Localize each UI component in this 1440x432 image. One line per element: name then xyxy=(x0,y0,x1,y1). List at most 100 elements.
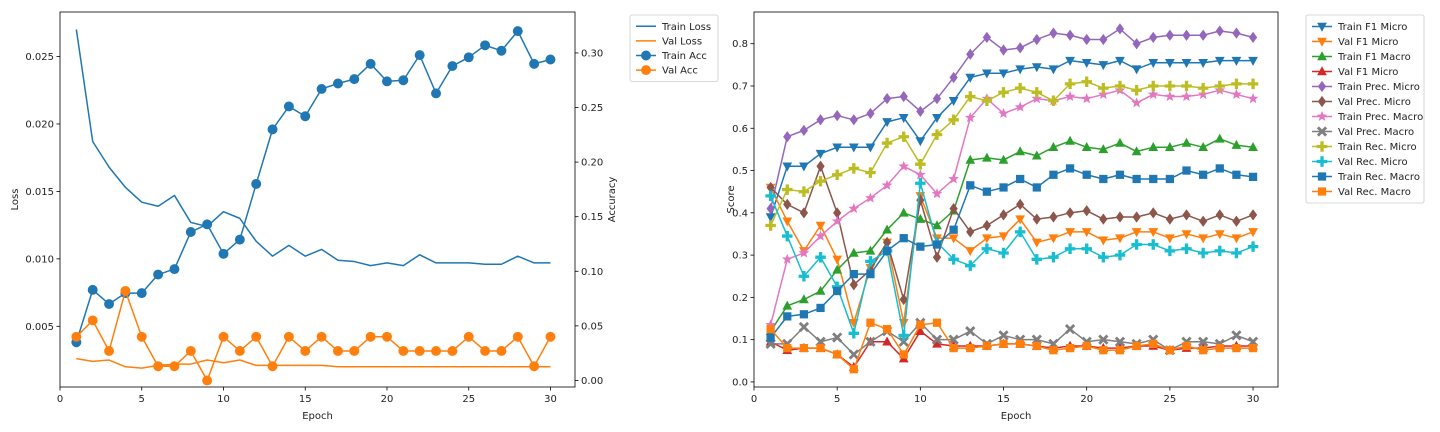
chart-2-point-train-prec-micro xyxy=(1115,23,1125,35)
chart-2-point-train-f1-macro xyxy=(1031,150,1042,160)
chart-2-point-val-f1-micro xyxy=(1214,230,1225,240)
chart-2-point-train-f1-micro xyxy=(1148,58,1159,68)
chart-2-point-train-f1-macro xyxy=(915,213,926,223)
chart-2-point-train-f1-micro xyxy=(1181,58,1192,68)
chart-2-legend-marker-train-rec-macro xyxy=(1317,172,1327,181)
chart-1-point-val-acc xyxy=(104,346,115,356)
chart-2-point-train-rec-micro xyxy=(1064,78,1076,90)
chart-2: 0 5 10 15 20 25 300.00.10.20.30.40.50.60.70.8 … xyxy=(726,11,1425,422)
chart-1-point-train-acc xyxy=(300,111,311,122)
chart-2-point-train-prec-macro xyxy=(781,253,793,264)
chart-1-point-train-acc xyxy=(382,76,392,87)
chart-1-point-train-acc xyxy=(218,248,229,259)
chart-2-point-train-rec-micro xyxy=(1098,82,1109,94)
chart-1-point-train-acc xyxy=(349,74,360,85)
chart-1-point-val-acc xyxy=(169,361,180,372)
chart-2-legend: Train F1 Micro Val F1 Micro Train F1 Macro… xyxy=(1305,14,1425,204)
chart-1-point-train-acc xyxy=(169,264,180,275)
chart-2-point-val-prec-micro xyxy=(1115,211,1125,223)
chart-2-point-val-rec-macro xyxy=(866,318,875,327)
chart-2-point-val-prec-micro xyxy=(1099,213,1108,225)
chart-1-point-train-acc xyxy=(480,40,491,51)
chart-1-point-val-acc xyxy=(185,346,196,356)
chart-2-point-train-rec-macro xyxy=(1215,164,1224,173)
chart-2-point-val-prec-macro xyxy=(898,336,909,347)
chart-2-point-train-rec-macro xyxy=(1232,170,1241,179)
chart-2-legend-marker-val-rec-macro xyxy=(1317,187,1327,196)
chart-2-point-val-rec-macro xyxy=(849,365,858,374)
chart-2-point-train-prec-macro xyxy=(1081,93,1093,104)
chart-2-point-train-rec-micro xyxy=(1231,78,1242,90)
chart-2-point-train-prec-micro xyxy=(833,109,842,122)
chart-2-point-val-rec-macro xyxy=(1016,339,1025,349)
chart-1-y-tick-label: 0.010 xyxy=(25,254,54,265)
chart-1-y-tick-label: 0.020 xyxy=(25,119,54,130)
chart-2-point-train-rec-macro xyxy=(1248,172,1258,182)
chart-2-point-train-f1-micro xyxy=(799,162,809,172)
chart-1-point-val-acc xyxy=(480,346,491,356)
chart-2-point-val-prec-macro xyxy=(1114,336,1126,347)
chart-2-point-val-prec-macro xyxy=(832,332,843,343)
chart-2-point-train-rec-micro xyxy=(1081,76,1092,88)
chart-2-point-val-rec-macro xyxy=(816,343,825,353)
chart-2-point-train-f1-macro xyxy=(1148,142,1159,152)
chart-2-point-train-prec-micro xyxy=(866,107,875,120)
chart-2-point-train-f1-macro xyxy=(932,220,942,230)
chart-1-right-tick-label: 0.20 xyxy=(581,158,603,169)
chart-2-point-val-rec-macro xyxy=(1049,346,1058,355)
chart-2-point-val-rec-micro xyxy=(1064,243,1076,255)
chart-2-legend-label-val-prec-micro: Val Prec. Micro xyxy=(1338,97,1411,108)
chart-2-point-val-rec-micro xyxy=(1048,251,1059,263)
chart-2-point-train-prec-micro xyxy=(1099,33,1108,46)
chart-2-point-train-rec-macro xyxy=(916,242,925,251)
chart-2-point-val-f1-micro xyxy=(1048,234,1059,244)
chart-2-point-val-rec-macro xyxy=(949,343,958,353)
chart-2-point-train-rec-macro xyxy=(966,181,975,190)
chart-2-point-train-rec-macro xyxy=(1049,170,1058,179)
chart-2-point-val-prec-macro xyxy=(798,321,810,333)
chart-1-legend-marker-train-acc xyxy=(641,50,651,61)
chart-2-point-train-prec-micro xyxy=(799,124,809,137)
chart-1-point-val-acc xyxy=(136,331,147,342)
chart-2-point-train-f1-micro xyxy=(882,118,892,128)
chart-2-point-train-f1-macro xyxy=(1115,137,1125,147)
chart-1-series-train-loss xyxy=(75,29,551,267)
chart-1-point-train-acc xyxy=(463,52,474,63)
chart-2-point-val-rec-micro xyxy=(782,230,793,242)
chart-2-point-val-rec-micro xyxy=(1181,243,1192,255)
chart-2-point-train-prec-micro xyxy=(816,114,825,126)
chart-2-point-train-f1-micro xyxy=(1015,65,1026,75)
chart-1-line-train-loss xyxy=(75,29,551,267)
chart-2-point-val-f1-micro xyxy=(1248,228,1258,238)
chart-2-point-train-rec-micro xyxy=(1181,80,1192,92)
chart-1-legend-frame xyxy=(629,14,719,82)
chart-2-point-train-rec-micro xyxy=(898,131,909,142)
chart-1-point-val-acc xyxy=(202,375,213,386)
chart-2-point-val-prec-micro xyxy=(1232,215,1241,227)
chart-2-point-train-rec-micro xyxy=(998,87,1009,98)
chart-2-point-train-f1-micro xyxy=(982,69,992,79)
chart-2-point-train-prec-macro xyxy=(1231,88,1242,99)
chart-1-point-val-acc xyxy=(431,346,441,356)
chart-2-point-train-rec-micro xyxy=(1114,80,1126,92)
chart-2-x-tick-label: 5 xyxy=(834,394,840,405)
chart-2-y-tick-label: 0.5 xyxy=(732,166,748,177)
chart-2-point-train-rec-macro xyxy=(833,286,842,296)
chart-2-point-train-f1-macro xyxy=(865,245,876,255)
chart-2-point-train-f1-micro xyxy=(965,73,976,83)
chart-2-plot-area xyxy=(754,12,1278,387)
chart-2-point-val-prec-macro xyxy=(848,349,859,360)
chart-2-point-train-prec-micro xyxy=(999,44,1008,56)
chart-2-point-train-rec-macro xyxy=(1099,174,1108,184)
chart-2-point-train-prec-micro xyxy=(1082,33,1091,46)
chart-2-point-train-rec-macro xyxy=(866,269,875,279)
chart-2-point-val-rec-micro xyxy=(1197,247,1209,259)
chart-2-point-train-prec-micro xyxy=(1248,31,1258,43)
chart-2-point-val-prec-micro xyxy=(982,219,992,232)
chart-1-y-axis-label: Loss xyxy=(10,189,21,211)
chart-2-point-val-f1-micro xyxy=(1198,234,1209,244)
chart-2-point-val-rec-micro xyxy=(948,254,959,265)
chart-2-point-val-rec-micro xyxy=(1114,249,1126,261)
chart-2-point-train-f1-micro xyxy=(915,137,926,147)
chart-2-point-train-f1-macro xyxy=(1198,142,1209,152)
